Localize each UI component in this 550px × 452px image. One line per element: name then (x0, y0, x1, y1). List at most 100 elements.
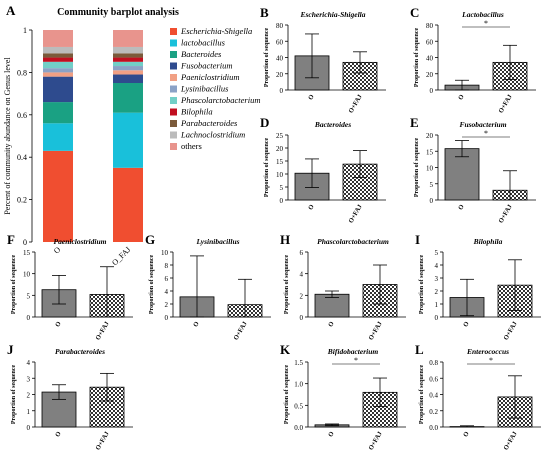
x-tick-label: O (327, 321, 336, 329)
chart-title: Phascolarctobacterium (317, 237, 389, 246)
y-tick-label: 0.4 (17, 153, 27, 162)
legend-entry: lactobacillus (181, 38, 226, 48)
stacked-bar-segment (43, 53, 73, 58)
y-tick-label: 1 (27, 408, 31, 416)
x-tick-label: O (457, 94, 466, 102)
x-tick-label: O (307, 204, 316, 212)
x-tick-label: O+FAJ (348, 203, 365, 225)
panel-letter: B (260, 5, 269, 20)
panel-j: J Parabacteroides 0 1 2 3 4 Proportion of seque… (7, 342, 133, 451)
y-tick-label: 3 (27, 375, 31, 383)
x-tick-label: O (462, 321, 471, 329)
legend-swatch (170, 97, 177, 104)
y-tick-label: 60 (276, 38, 284, 46)
stacked-bar-segment (43, 68, 73, 73)
x-tick-label: O+FAJ (95, 430, 112, 452)
y-tick-label: 0 (430, 197, 434, 205)
stacked-bar-segment (113, 30, 143, 47)
stacked-bar-segment (43, 72, 73, 77)
y-tick-label: 15 (276, 158, 284, 166)
y-tick-label: 4 (27, 359, 31, 367)
panel-letter: I (415, 232, 420, 247)
stacked-bar-segment (113, 167, 143, 242)
y-tick-label: 20 (426, 132, 434, 140)
x-tick-label: O+FAJ (503, 430, 520, 452)
x-tick-label: O (307, 94, 316, 102)
y-tick-label: 20 (276, 71, 284, 79)
y-tick-label: 60 (426, 38, 434, 46)
y-tick-label: 40 (426, 55, 434, 63)
chart-title: Bacteroides (314, 120, 351, 129)
legend-swatch (170, 28, 177, 35)
y-tick-label: 2 (300, 292, 304, 300)
x-tick-label: O (327, 431, 336, 439)
y-tick-label: 1 (435, 301, 439, 309)
y-tick-label: 0.8 (429, 359, 438, 367)
panel-d: D Bacteroides 0 5 10 15 20 25 Proportion of sequ… (260, 115, 386, 224)
bar-o (444, 148, 480, 201)
stacked-bar-segment (43, 76, 73, 103)
y-tick-label: 6 (300, 249, 304, 257)
y-tick-label: 0.8 (17, 68, 27, 77)
y-tick-label: 0.2 (429, 408, 438, 416)
panel-k: K Bifidobacterium 0.0 0.5 1.0 1.5 Proportion o… (280, 342, 406, 451)
y-tick-label: 1 (23, 26, 27, 35)
legend-swatch (170, 143, 177, 150)
significance-marker: * (484, 19, 488, 28)
panel-h: H Phascolarctobacterium 0 2 4 6 Proportion of … (280, 232, 406, 341)
stacked-bar-segment (113, 46, 143, 54)
x-tick-label: O (192, 321, 201, 329)
chart-title: Lysinibacillus (195, 237, 239, 246)
y-tick-label: 80 (276, 22, 284, 30)
legend-entry: Fusobacterium (180, 61, 232, 71)
legend-entry: Escherichia-Shigella (180, 26, 252, 36)
legend-entry: Lysinibacillus (180, 84, 229, 94)
y-tick-label: 2 (165, 301, 169, 309)
y-axis-label: Proportion of sequence (11, 365, 17, 425)
y-tick-label: 0 (23, 238, 27, 247)
legend-swatch (170, 51, 177, 58)
y-tick-label: 0 (435, 314, 439, 322)
stacked-bar-segment (43, 61, 73, 69)
legend-entry: Lachnoclostridium (180, 130, 245, 140)
stacked-bar-segment (43, 57, 73, 62)
x-tick-label: O (54, 321, 63, 329)
x-tick-label: O_FAJ (110, 245, 132, 267)
x-tick-label: O+FAJ (368, 430, 385, 452)
y-tick-label: 0.2 (17, 196, 27, 205)
panel-e: E Fusobacterium 0 5 10 15 20 Proportion of sequ… (410, 115, 536, 224)
chart-title: Lactobacillus (461, 10, 504, 19)
x-tick-label: O+FAJ (368, 320, 385, 342)
panel-letter: L (415, 342, 424, 357)
panel-b: B Escherichia-Shigella 0 20 40 60 80 Proportion… (260, 5, 386, 114)
panel-letter: H (280, 232, 290, 247)
panel-letter: E (410, 115, 419, 130)
panel-g: G Lysinibacillus 0 2 4 6 8 10 Proportion of sequ… (145, 232, 271, 341)
y-axis-label: Proportion of sequence (414, 138, 420, 198)
panel-c: C Lactobacillus 0 20 40 60 80 Proportion of seq… (410, 5, 536, 114)
y-tick-label: 0 (280, 197, 284, 205)
y-tick-label: 20 (276, 145, 284, 153)
y-tick-label: 5 (27, 292, 31, 300)
y-tick-label: 5 (435, 249, 439, 257)
y-tick-label: 1.5 (294, 359, 303, 367)
stacked-bar-segment (113, 112, 143, 168)
legend-swatch (170, 131, 177, 139)
y-axis-label: Proportion of sequence (419, 255, 425, 315)
y-tick-label: 15 (23, 249, 31, 257)
x-tick-label: O+FAJ (95, 320, 112, 342)
x-tick-label: O+FAJ (233, 320, 250, 342)
stacked-bar-segment (113, 66, 143, 71)
legend-swatch (170, 85, 177, 93)
y-tick-label: 0 (280, 87, 284, 95)
y-tick-label: 4 (300, 271, 304, 279)
panel-letter: F (7, 232, 15, 247)
y-axis-label: Proportion of sequence (264, 138, 270, 198)
legend-entry: others (181, 141, 202, 151)
legend-swatch (170, 62, 177, 70)
x-tick-label: O (457, 204, 466, 212)
legend-entry: Phascolarctobacterium (180, 95, 260, 105)
y-tick-label: 5 (430, 181, 434, 189)
chart-title: Bifidobacterium (327, 347, 379, 356)
